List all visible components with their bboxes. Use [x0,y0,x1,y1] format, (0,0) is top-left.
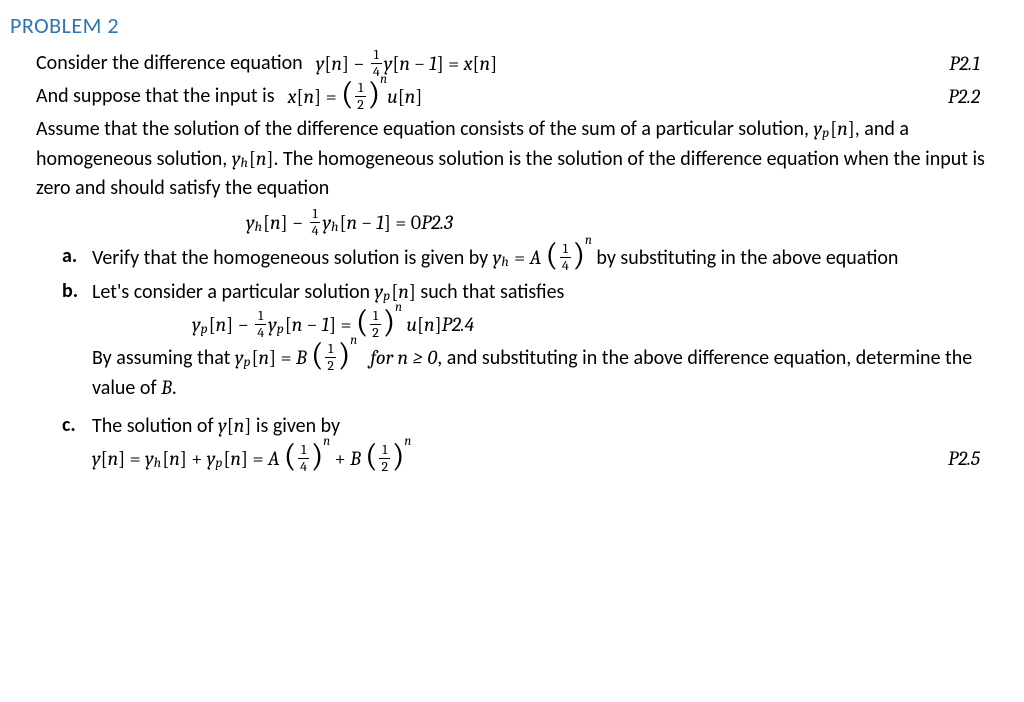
part-b-marker: b. [62,277,92,306]
part-c-marker: c. [62,411,92,440]
part-a: a. Verify that the homogeneous solution … [62,242,1000,273]
part-c: c. The solution of y[n] is given by y[n]… [62,411,1000,476]
part-a-text-1: Verify that the homogeneous solution is … [92,246,493,270]
equation-p2-2: And suppose that the input is x[n] = ( 1… [36,81,1000,112]
equation-p2-5: y[n] = yh[n] + yp[n] = A ( 14 ) [92,443,1000,474]
part-a-math: yh = A ( 14 ) n [493,242,592,273]
eq-label-p2-4: P2.4 [442,310,495,339]
part-b-text-2: such that satisfies [420,280,564,304]
part-a-text-2: by substituting in the above equation [596,246,898,270]
page-title: PROBLEM 2 [10,10,1000,42]
equation-p2-3: yh[n] − 14 yh[n − 1] = 0 P2.3 [36,207,1000,238]
eq-2-3-expr: yh[n] − 14 yh[n − 1] = 0 [246,207,421,238]
part-b: b. Let's consider a particular solution … [62,277,1000,407]
part-b-text-1: Let's consider a particular solution [92,280,375,304]
part-b-sub: By assuming that yp[n] = B ( 12 ) n for … [92,342,1000,403]
eq-label-p2-2: P2.2 [948,82,1000,111]
intro-paragraph: Assume that the solution of the differen… [36,114,1000,203]
part-c-text-1: The solution of [92,414,218,438]
eq-2-2-expr: x[n] = ( 12 ) n u[n] [288,81,423,112]
equation-p2-1: Consider the difference equation y[n] − … [36,48,1000,79]
eq-label-p2-3: P2.3 [421,208,473,237]
eq-label-p2-5: P2.5 [948,444,1000,473]
equation-p2-4: yp[n] − 14 yp[n − 1] = ( 12 ) n [92,309,1000,340]
eq-2-5-expr: y[n] = yh[n] + yp[n] = A ( 14 ) [92,443,411,474]
part-a-marker: a. [62,242,92,271]
intro-text-1: Consider the difference equation [36,49,303,78]
eq-label-p2-1: P2.1 [949,49,1000,78]
intro-text-2: And suppose that the input is [36,82,275,111]
